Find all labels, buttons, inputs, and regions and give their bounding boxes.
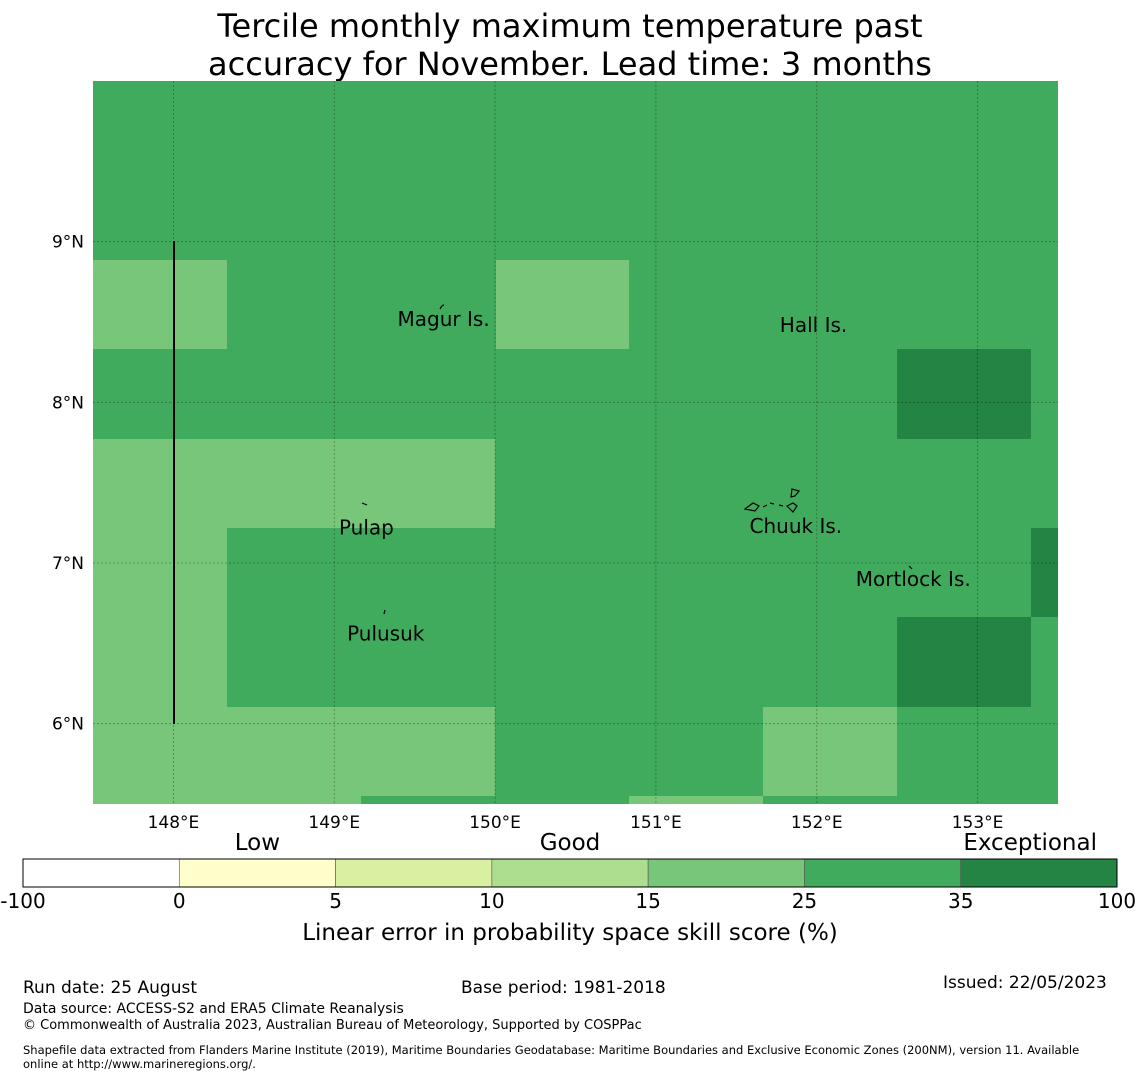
shapefile-credit-2: online at http://www.marineregions.org/. — [23, 1057, 256, 1071]
skill-cell — [93, 707, 495, 804]
shapefile-credit-1: Shapefile data extracted from Flanders M… — [23, 1043, 1080, 1057]
longitude-tick-label: 153°E — [952, 813, 1004, 833]
latitude-labels: 9°N 8°N 7°N 6°N — [52, 233, 84, 735]
latitude-tick-label: 8°N — [52, 393, 84, 413]
colorbar-tick-label: -100 — [0, 889, 46, 913]
issued-date: Issued: 22/05/2023 — [943, 973, 1107, 993]
pulusuk-island-shape — [383, 609, 386, 615]
skill-cell — [1031, 528, 1058, 617]
title-line-1: Tercile monthly maximum temperature past — [217, 7, 923, 45]
colorbar-tick-label: 10 — [479, 889, 505, 913]
skill-cells — [93, 81, 1058, 804]
title-line-2: accuracy for November. Lead time: 3 mont… — [208, 45, 932, 83]
colorbar-segment — [178, 858, 336, 888]
colorbar-category-label: Good — [539, 830, 601, 856]
colorbar-category-label: Exceptional — [963, 830, 1097, 856]
island-outlines — [361, 304, 913, 615]
colorbar-segment — [960, 858, 1118, 888]
colorbar-category-label: Low — [234, 830, 281, 856]
magur-island-shape — [439, 304, 445, 310]
place-label: Pulusuk — [347, 622, 425, 646]
latitude-tick-label: 9°N — [52, 233, 84, 253]
colorbar-tick-label: 100 — [1097, 889, 1137, 913]
skill-cell — [763, 707, 897, 796]
longitude-tick-label: 149°E — [308, 813, 360, 833]
longitude-tick-label: 150°E — [469, 813, 521, 833]
data-source: Data source: ACCESS-S2 and ERA5 Climate … — [23, 1001, 404, 1017]
colorbar-segment — [22, 858, 180, 888]
longitude-tick-label: 151°E — [630, 813, 682, 833]
colorbar-tick-label: 25 — [791, 889, 818, 913]
colorbar-segment — [647, 858, 805, 888]
place-labels: Magur Is. Hall Is. Pulap Chuuk Is. Mortlock … — [339, 307, 971, 646]
latitude-tick-label: 6°N — [52, 715, 84, 735]
skill-cell — [629, 796, 763, 804]
chuuk-island-shape — [743, 488, 801, 513]
skill-cell — [897, 617, 1031, 707]
pulap-island-shape — [361, 502, 368, 506]
base-period: Base period: 1981-2018 — [461, 978, 666, 998]
skill-cell — [897, 349, 1031, 439]
colorbar-tick-label: 35 — [947, 889, 974, 913]
colorbar-segment — [804, 858, 962, 888]
colorbar-segment — [335, 858, 493, 888]
latitude-tick-label: 7°N — [52, 554, 84, 574]
colorbar — [22, 858, 1118, 888]
longitude-labels: 148°E 149°E 150°E 151°E 152°E 153°E — [148, 813, 1004, 833]
colorbar-frame — [22, 858, 1118, 888]
copyright: © Commonwealth of Australia 2023, Austra… — [23, 1018, 642, 1033]
mortlock-island-shape — [908, 565, 913, 570]
run-date: Run date: 25 August — [23, 978, 197, 998]
colorbar-tick-label: 15 — [635, 889, 661, 913]
colorbar-tick-label: 5 — [329, 889, 342, 913]
longitude-tick-label: 152°E — [791, 813, 843, 833]
colorbar-segment — [491, 858, 649, 888]
place-label: Magur Is. — [398, 307, 490, 331]
skill-cell — [93, 260, 227, 349]
place-label: Mortlock Is. — [856, 567, 971, 591]
skill-cell — [93, 439, 495, 528]
place-label: Hall Is. — [780, 313, 847, 337]
skill-cell — [93, 528, 227, 707]
skill-cell — [496, 260, 629, 349]
graticule — [93, 81, 1058, 804]
place-label: Pulap — [339, 516, 394, 540]
colorbar-title: Linear error in probability space skill … — [302, 920, 838, 946]
place-label: Chuuk Is. — [750, 514, 843, 538]
colorbar-tick-label: 0 — [172, 889, 186, 913]
skill-cell — [361, 796, 495, 804]
longitude-tick-label: 148°E — [148, 813, 200, 833]
map-title: Tercile monthly maximum temperature past… — [0, 7, 1140, 83]
